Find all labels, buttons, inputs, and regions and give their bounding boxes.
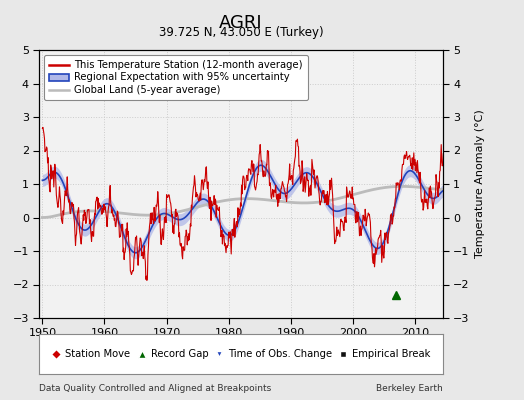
Text: AGRI: AGRI [219,14,263,32]
Legend: Station Move, Record Gap, Time of Obs. Change, Empirical Break: Station Move, Record Gap, Time of Obs. C… [48,346,434,362]
Legend: This Temperature Station (12-month average), Regional Expectation with 95% uncer: This Temperature Station (12-month avera… [45,55,308,100]
Y-axis label: Temperature Anomaly (°C): Temperature Anomaly (°C) [475,110,485,258]
Text: 39.725 N, 43.050 E (Turkey): 39.725 N, 43.050 E (Turkey) [159,26,323,39]
Text: Berkeley Earth: Berkeley Earth [376,384,443,393]
Text: Data Quality Controlled and Aligned at Breakpoints: Data Quality Controlled and Aligned at B… [39,384,271,393]
